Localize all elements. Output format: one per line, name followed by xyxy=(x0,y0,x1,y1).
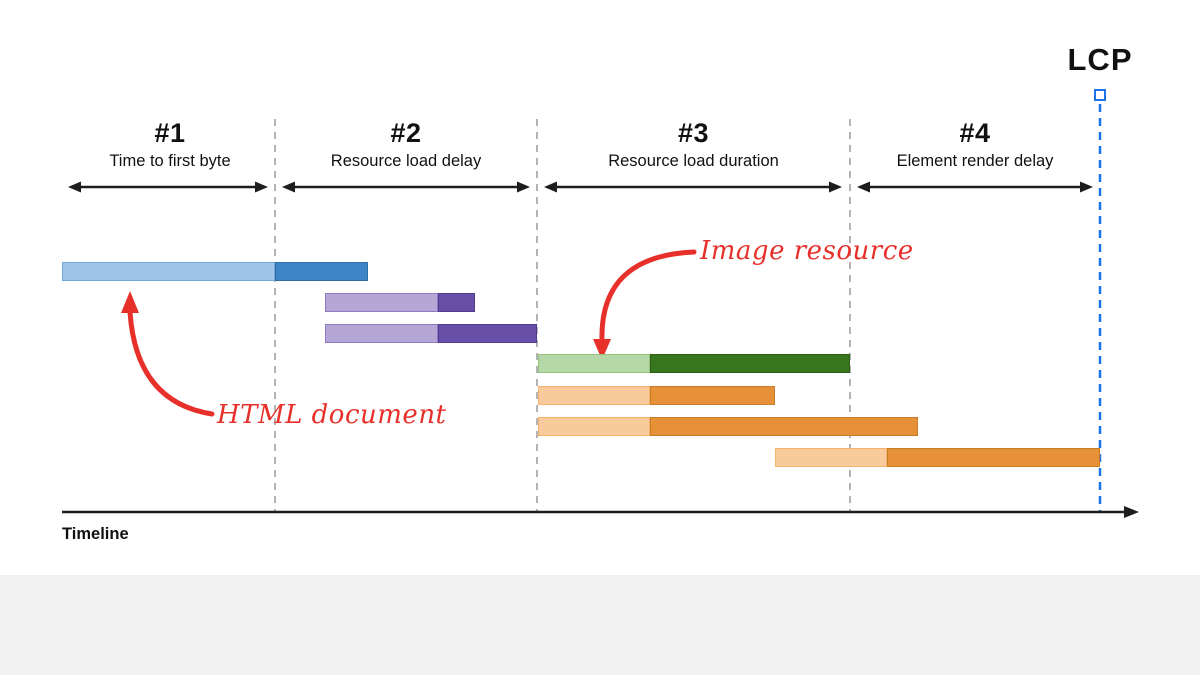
phase-4-name: Element render delay xyxy=(896,152,1054,170)
phase-3-arrowhead-left-icon xyxy=(544,181,557,193)
image-resource-annotation-text: Image resource xyxy=(700,236,914,266)
phase-2-number: #2 xyxy=(390,118,422,148)
phase-4-label: #4 Element render delay xyxy=(850,118,1100,172)
phase-2-label: #2 Resource load delay xyxy=(275,118,537,172)
phase-3-number: #3 xyxy=(677,118,710,148)
phase-1-name: Time to first byte xyxy=(109,152,231,170)
image-resource-arrow xyxy=(599,249,697,343)
bar-script-3-dark-segment xyxy=(887,448,1100,467)
phase-1-arrowhead-right-icon xyxy=(255,181,268,193)
legend-band: DocumentStylesheetScriptImage xyxy=(0,575,1200,675)
bar-script-3-light-segment xyxy=(775,448,887,467)
bar-stylesheet-1-dark-segment xyxy=(438,293,475,312)
bar-document-1-dark-segment xyxy=(275,262,368,281)
lcp-label: LCP xyxy=(1067,42,1133,77)
lcp-marker-icon xyxy=(1094,89,1106,101)
timeline-axis-label: Timeline xyxy=(62,525,129,543)
phase-3-label: #3 Resource load duration xyxy=(537,118,850,172)
phase-4-number: #4 xyxy=(959,118,991,148)
html-document-arrowhead-icon xyxy=(121,291,139,313)
phase-2-name: Resource load delay xyxy=(330,152,482,170)
bar-stylesheet-2-light-segment xyxy=(325,324,438,343)
phase-2-arrowhead-right-icon xyxy=(517,181,530,193)
phase-4-arrowhead-left-icon xyxy=(857,181,870,193)
html-document-arrow xyxy=(127,309,215,417)
bar-script-1-dark-segment xyxy=(650,386,775,405)
bar-script-2-light-segment xyxy=(538,417,650,436)
bar-script-1-light-segment xyxy=(538,386,650,405)
phase-3-arrowhead-right-icon xyxy=(829,181,842,193)
timeline-axis-arrowhead-icon xyxy=(1124,506,1139,518)
bar-script-2-dark-segment xyxy=(650,417,918,436)
phase-2-arrowhead-left-icon xyxy=(282,181,295,193)
phase-4-arrowhead-right-icon xyxy=(1080,181,1093,193)
phase-1-number: #1 xyxy=(154,118,186,148)
html-document-annotation-text: HTML document xyxy=(217,400,447,430)
bar-image-1-light-segment xyxy=(538,354,650,373)
bar-document-1-light-segment xyxy=(62,262,275,281)
bar-stylesheet-2-dark-segment xyxy=(438,324,537,343)
phase-3-name: Resource load duration xyxy=(608,152,779,170)
phase-1-arrowhead-left-icon xyxy=(68,181,81,193)
bar-stylesheet-1-light-segment xyxy=(325,293,438,312)
phase-1-label: #1 Time to first byte xyxy=(65,118,275,172)
bar-image-1-dark-segment xyxy=(650,354,850,373)
